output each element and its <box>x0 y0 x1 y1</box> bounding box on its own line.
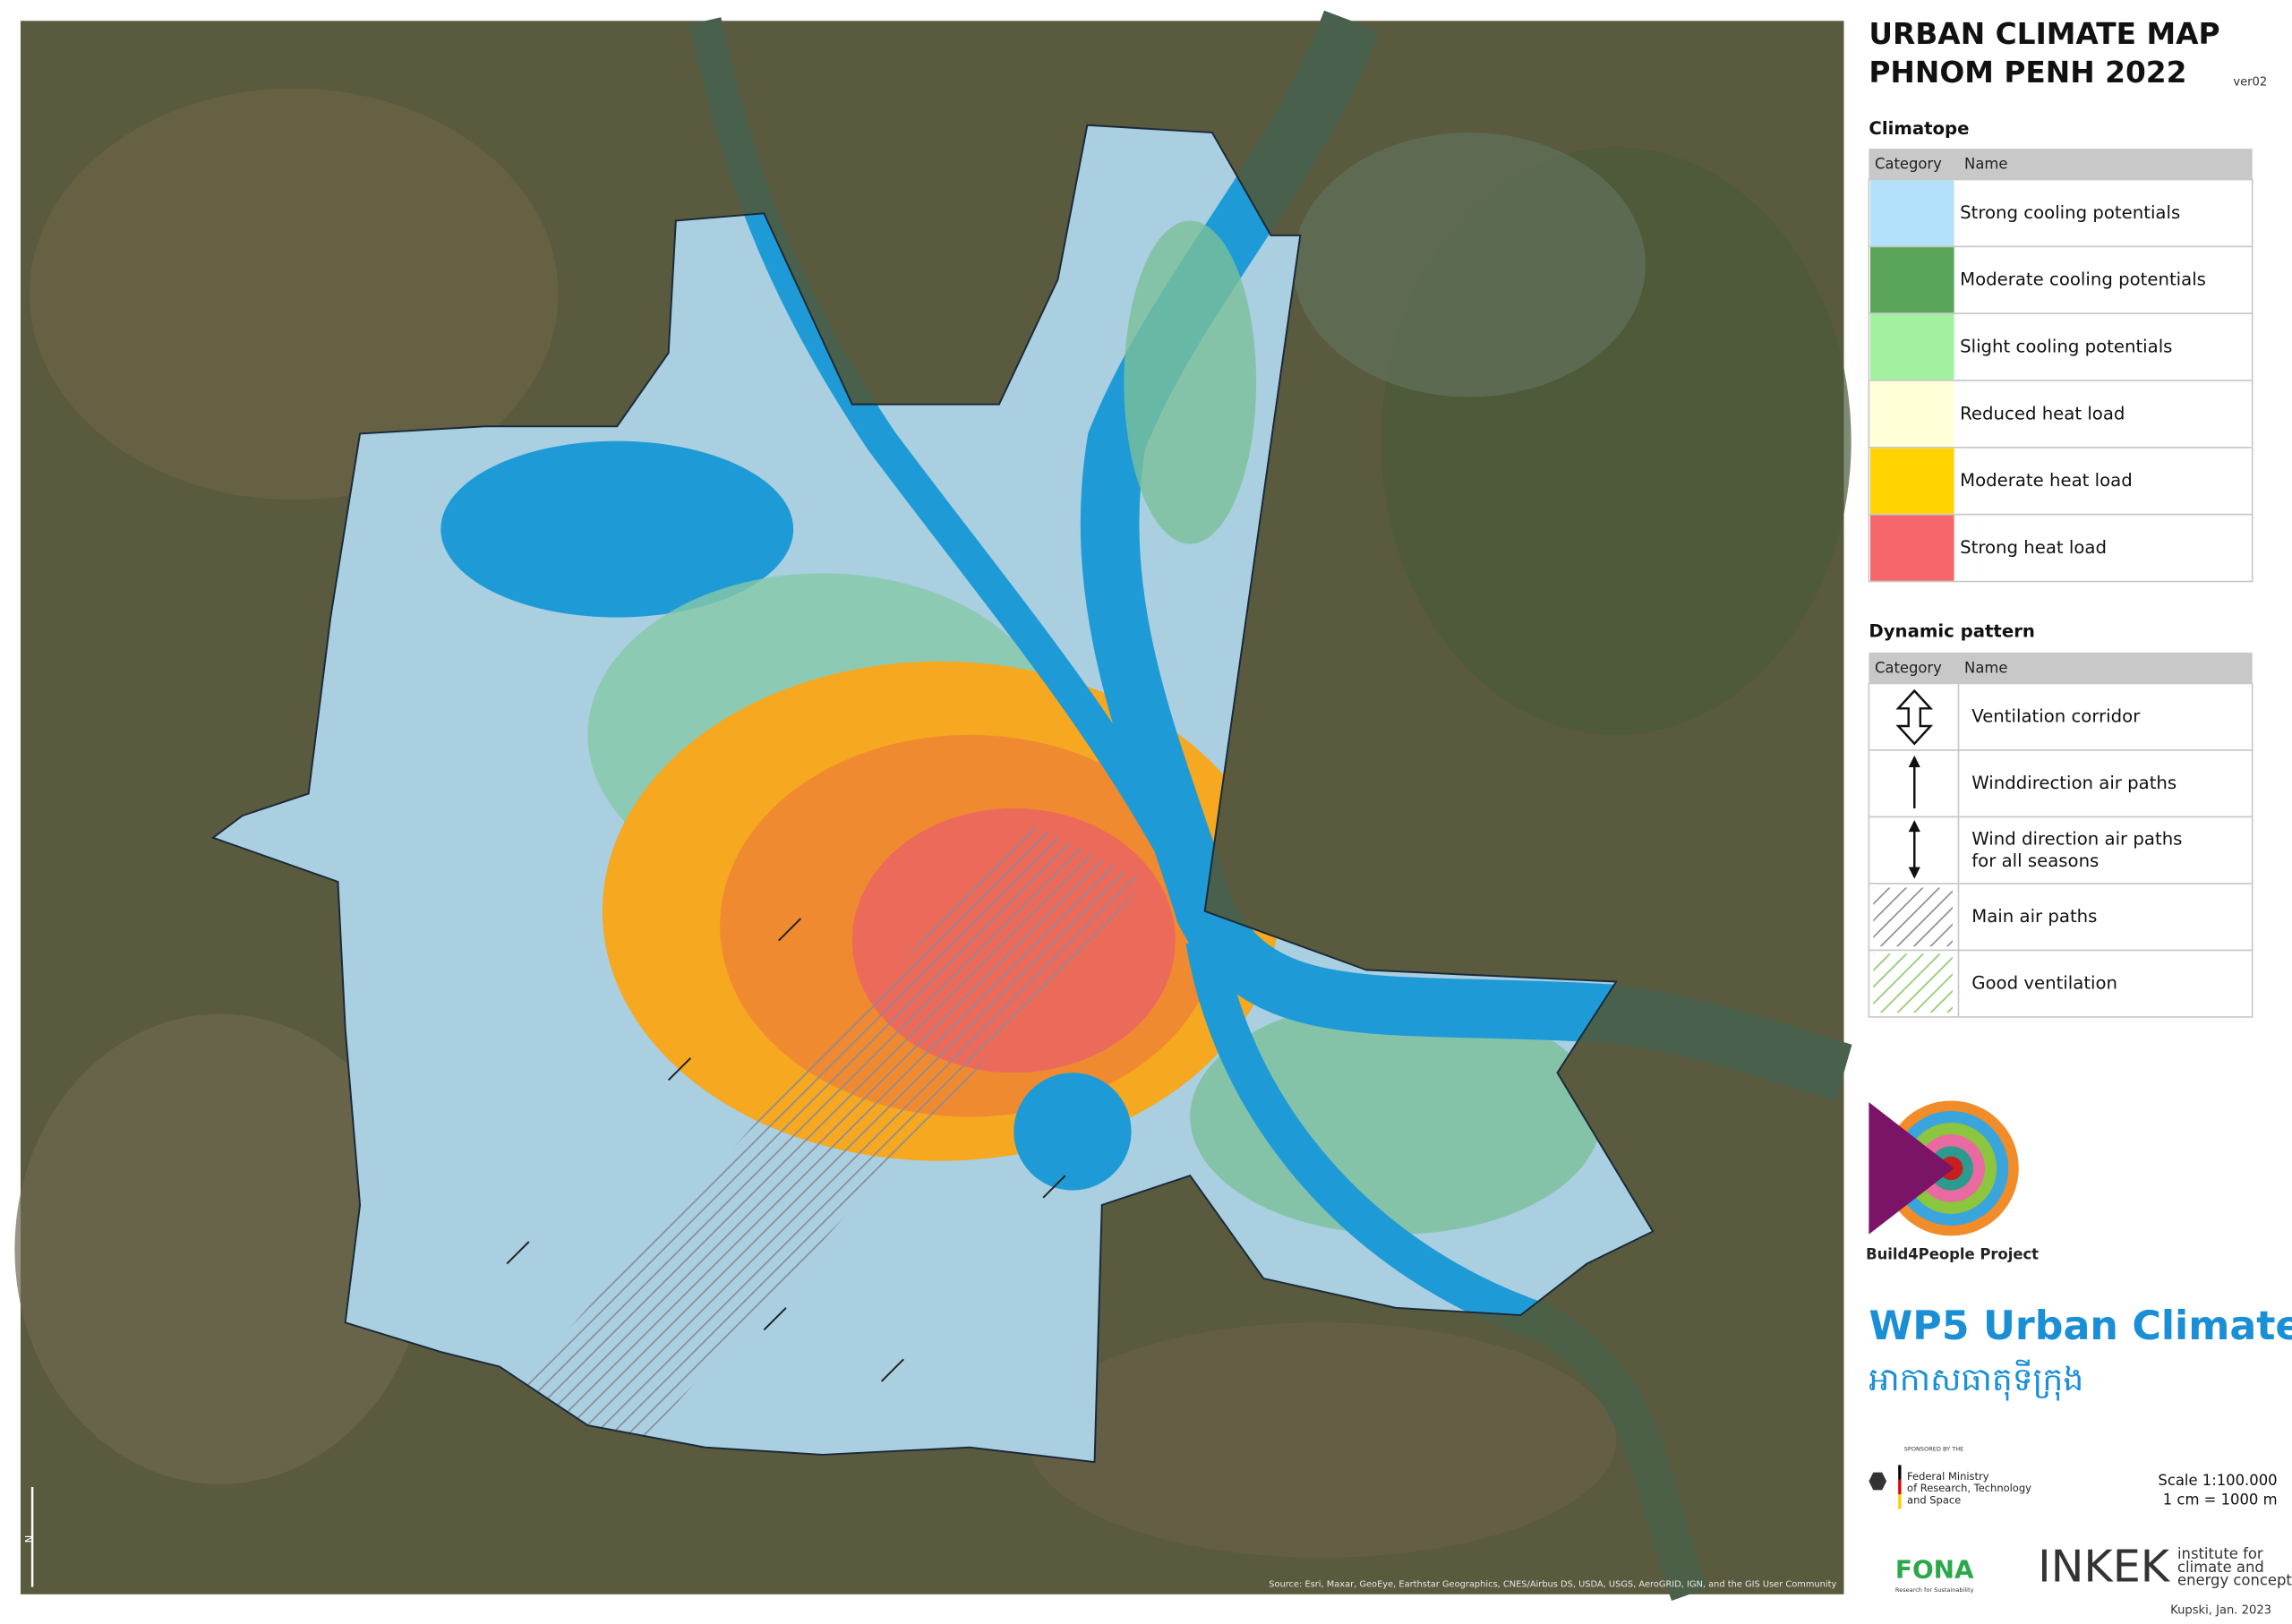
column-label: Category <box>1875 660 1942 677</box>
ministry-line: Federal Ministry <box>1907 1470 1989 1483</box>
legend-row <box>1868 682 2254 751</box>
legend-label: Reduced heat load <box>1960 403 2125 423</box>
title-line2: PHNOM PENH 2022 <box>1869 56 2186 90</box>
fona-sub: Research for Sustainability <box>1895 1586 1974 1594</box>
wp-title: WP5 Urban Climate <box>1869 1303 2292 1349</box>
inkek-sub: energy concepts <box>2177 1572 2292 1589</box>
fona-logo: FONA <box>1895 1555 1974 1585</box>
column-label: Category <box>1875 156 1942 173</box>
inkek-logo: INKEK <box>2038 1540 2171 1592</box>
legend-label: Wind direction air paths <box>1971 828 2182 849</box>
legend-label: Main air paths <box>1971 906 2097 927</box>
legend-label: Strong heat load <box>1960 537 2107 558</box>
dynamic-heading: Dynamic pattern <box>1869 620 2035 641</box>
legend-swatch <box>1870 180 1954 246</box>
wind-arrows <box>506 918 1066 1382</box>
legend-row <box>1868 816 2254 885</box>
legend-swatch <box>1870 380 1954 448</box>
column-label: Name <box>1964 156 2007 173</box>
legend-label: for all seasons <box>1971 850 2099 871</box>
project-name: Build4People Project <box>1866 1245 2039 1262</box>
north-label: N <box>22 1535 35 1543</box>
legend-swatch <box>1870 515 1954 581</box>
attribution: Source: Esri, Maxar, GeoEye, Earthstar G… <box>1269 1579 1836 1589</box>
legend-label: Slight cooling potentials <box>1960 336 2172 356</box>
table-header <box>1869 652 2253 684</box>
inkek-sub: climate and <box>2177 1559 2264 1576</box>
legend-label: Winddirection air paths <box>1971 773 2177 793</box>
flag-bar <box>1869 1465 1902 1509</box>
legend-label: Moderate heat load <box>1960 470 2133 491</box>
north-arrow: N <box>22 1487 35 1587</box>
legends: Category Name Strong cooling potentials Mod… <box>1868 149 2254 1018</box>
legend-swatch <box>1870 247 1954 313</box>
city-boundary <box>210 124 1655 1464</box>
legend-label: Moderate cooling potentials <box>1960 269 2206 290</box>
climatope-heading: Climatope <box>1869 118 1969 139</box>
column-label: Name <box>1964 660 2007 677</box>
scale-line: Scale 1:100.000 <box>2158 1472 2277 1489</box>
inkek-sub: institute for <box>2177 1545 2263 1562</box>
ministry-line: of Research, Technology <box>1907 1482 2031 1494</box>
wp-khmer: អាកាសធាតុទីក្រុង <box>1869 1359 2083 1401</box>
sponsor-label: SPONSORED BY THE <box>1904 1445 1964 1452</box>
legend-swatch <box>1870 448 1954 514</box>
ministry-line: and Space <box>1907 1493 1961 1506</box>
table-header <box>1869 149 2253 180</box>
legend-label: Ventilation corridor <box>1971 706 2141 727</box>
scale-line: 1 cm = 1000 m <box>2163 1491 2278 1508</box>
project-logo <box>1869 1100 2019 1236</box>
legend-label: Strong cooling potentials <box>1960 202 2180 223</box>
version: ver02 <box>2233 76 2267 90</box>
legend-label: Good ventilation <box>1971 973 2117 994</box>
title-line1: URBAN CLIMATE MAP <box>1869 17 2219 51</box>
dynamic-icons <box>1873 688 1953 1013</box>
legend-row <box>1868 749 2254 818</box>
legend-swatch <box>1870 314 1954 380</box>
credit: Kupski, Jan. 2023 <box>2170 1603 2271 1617</box>
